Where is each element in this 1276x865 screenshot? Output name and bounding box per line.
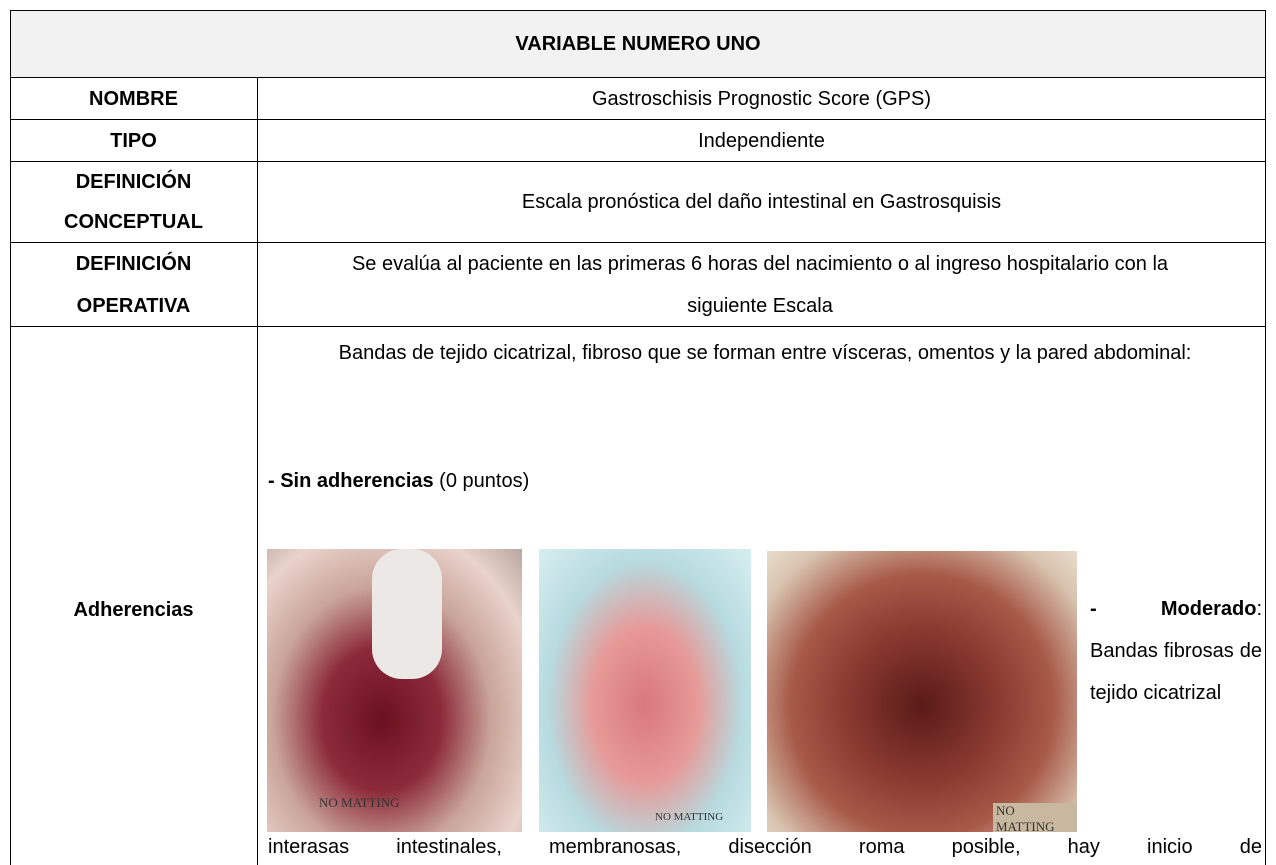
row-label: NOMBRE xyxy=(89,87,178,110)
row-label: TIPO xyxy=(110,129,157,152)
adherencias-label: Adherencias xyxy=(73,599,194,621)
row-label: DEFINICIÓN CONCEPTUAL xyxy=(64,171,203,233)
row-label: DEFINICIÓN OPERATIVA xyxy=(75,252,192,317)
border xyxy=(10,161,1266,162)
moderado-text: : Bandas fibrosas de tejido cicatrizal xyxy=(1090,598,1262,704)
moderado: - Moderado: Bandas fibrosas de tejido ci… xyxy=(1090,588,1262,714)
glove xyxy=(372,549,442,679)
border xyxy=(10,10,11,865)
border xyxy=(257,77,258,865)
border xyxy=(10,10,1266,11)
moderado-bold: - Moderado xyxy=(1090,598,1257,620)
option-text: (0 puntos) xyxy=(433,470,530,492)
row-value: Se evalúa al paciente en las primeras 6 … xyxy=(351,252,1169,317)
row-value: Escala pronóstica del daño intestinal en… xyxy=(521,191,1002,213)
border xyxy=(10,242,1266,243)
option: - Sin adherencias (0 puntos) xyxy=(268,460,1262,502)
continuation: interasas intestinales, membranosas, dis… xyxy=(268,836,1262,858)
border xyxy=(1265,10,1266,865)
row-value: Independiente xyxy=(698,129,825,152)
photo: NO MATTING xyxy=(267,549,522,832)
photo-caption: NO MATTING xyxy=(319,795,400,810)
photo: NO MATTING xyxy=(539,549,751,832)
option-bold: - Sin adherencias xyxy=(268,470,434,492)
border xyxy=(10,119,1266,120)
adherencias-intro: Bandas de tejido cicatrizal, fibroso que… xyxy=(338,342,1192,364)
photo: NO MATTING xyxy=(767,551,1077,832)
row-value: Gastroschisis Prognostic Score (GPS) xyxy=(592,87,931,110)
photo-caption: NO MATTING xyxy=(655,811,724,823)
border xyxy=(10,326,1266,327)
header-title: VARIABLE NUMERO UNO xyxy=(10,10,1266,77)
border xyxy=(10,77,1266,78)
photo-caption: NO MATTING xyxy=(993,803,1077,832)
